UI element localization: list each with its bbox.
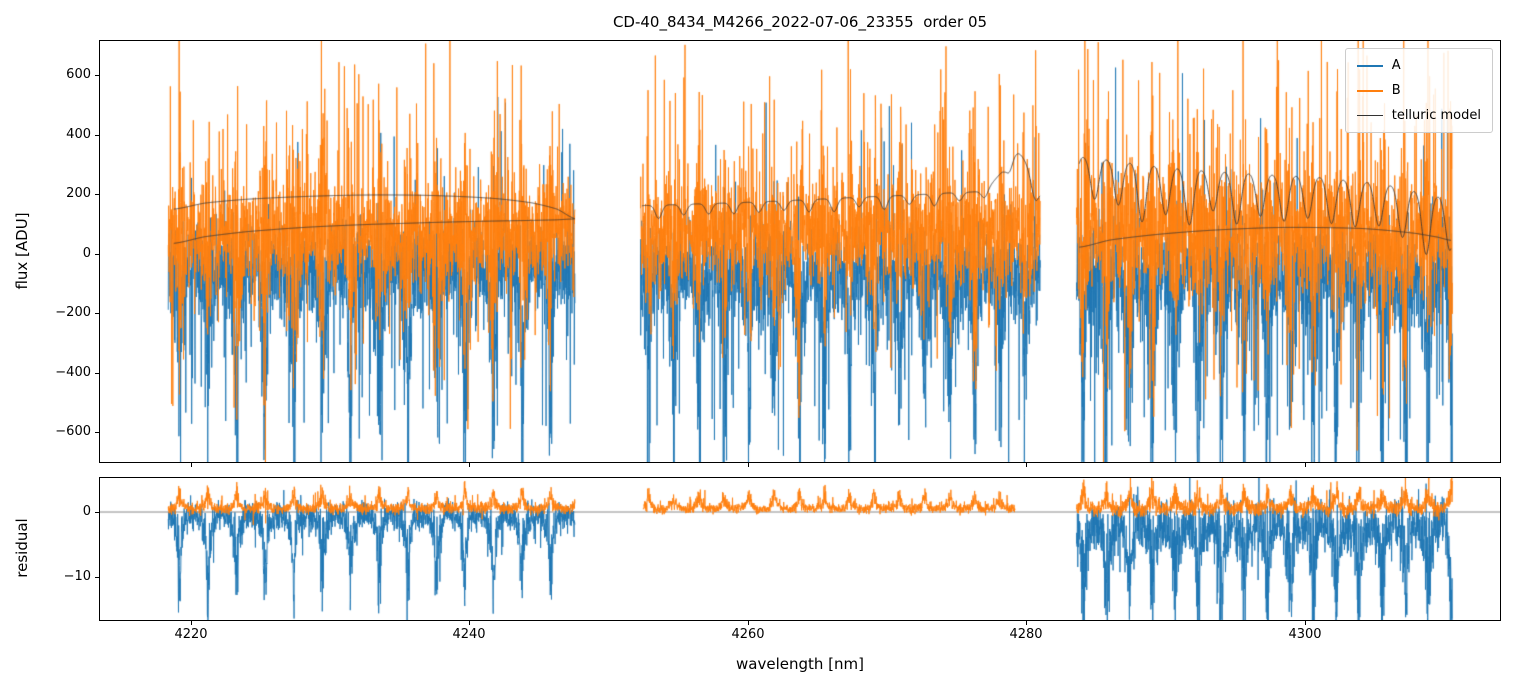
y-tick-mark: [95, 373, 99, 374]
y-tick-mark: [95, 512, 99, 513]
x-tick-mark: [1305, 463, 1306, 467]
legend-label-b: B: [1391, 83, 1401, 98]
y-tick-label: 400: [66, 127, 91, 142]
y-tick-label: −600: [55, 424, 91, 439]
x-tick-mark: [191, 463, 192, 467]
y-tick-mark: [95, 75, 99, 76]
x-tick-label: 4260: [731, 627, 765, 642]
y-tick-mark: [95, 432, 99, 433]
y-tick-label: −200: [55, 305, 91, 320]
y-tick-label: 0: [82, 246, 91, 261]
residual-plot-canvas: [100, 478, 1500, 620]
flux-panel: A B telluric model: [99, 40, 1501, 463]
x-tick-mark: [748, 463, 749, 467]
legend-label-a: A: [1391, 58, 1401, 73]
series-b-line-swatch: [1356, 89, 1383, 92]
legend-item-a: A: [1356, 58, 1481, 73]
x-tick-mark: [191, 621, 192, 625]
y-tick-mark: [95, 194, 99, 195]
x-tick-label: 4300: [1288, 627, 1322, 642]
x-tick-mark: [1026, 463, 1027, 467]
x-tick-mark: [1305, 621, 1306, 625]
x-tick-mark: [748, 621, 749, 625]
y-tick-label: 200: [66, 186, 91, 201]
x-tick-mark: [469, 463, 470, 467]
y-tick-mark: [95, 135, 99, 136]
y-tick-mark: [95, 577, 99, 578]
x-axis-label: wavelength [nm]: [736, 655, 864, 673]
y-tick-label: −400: [55, 365, 91, 380]
y-tick-label: 600: [66, 67, 91, 82]
y-tick-label: 0: [82, 504, 91, 519]
chart-title: CD-40_8434_M4266_2022-07-06_23355 order …: [612, 13, 988, 31]
x-tick-mark: [469, 621, 470, 625]
legend: A B telluric model: [1344, 48, 1493, 133]
series-a-line-swatch: [1356, 64, 1383, 67]
y-tick-mark: [95, 313, 99, 314]
residual-panel: [99, 477, 1501, 621]
x-tick-label: 4280: [1009, 627, 1043, 642]
legend-label-telluric-model: telluric model: [1391, 108, 1481, 123]
y-tick-label: −10: [63, 569, 91, 584]
legend-item-telluric-model: telluric model: [1356, 108, 1481, 123]
y-tick-mark: [95, 254, 99, 255]
flux-plot-canvas: [100, 41, 1500, 462]
telluric-model-line-swatch: [1356, 115, 1383, 116]
x-tick-label: 4240: [452, 627, 486, 642]
x-tick-mark: [1026, 621, 1027, 625]
legend-item-b: B: [1356, 83, 1481, 98]
x-tick-label: 4220: [174, 627, 208, 642]
